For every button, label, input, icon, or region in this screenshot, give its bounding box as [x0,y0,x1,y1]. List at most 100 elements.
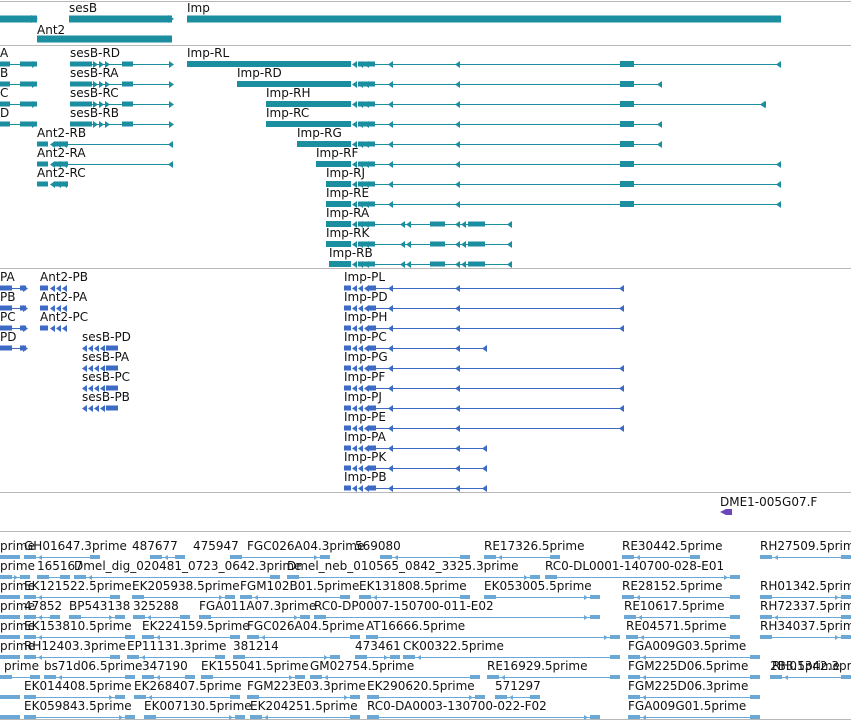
strand-arrow [23,285,28,292]
exon-block [358,201,375,207]
exon-block [344,445,351,451]
strand-arrow [109,695,113,700]
est-label: FGM223E03.3prime [247,679,366,693]
strand-arrow [38,655,42,660]
transcript-label: Ant2-RB [37,126,86,140]
protein-label: PA [0,270,15,284]
transcript-label: sesB-RC [70,86,119,100]
exon-block [10,635,20,639]
exon-block [368,365,376,371]
strand-arrow [461,261,466,268]
est-label: RE17326.5prime [484,539,585,553]
exon-block [750,715,760,719]
exon-block [55,161,68,167]
strand-arrow [636,595,640,600]
strand-arrow [455,241,460,248]
strand-arrow [482,345,487,352]
strand-arrow [62,285,67,292]
strand-arrow [100,345,105,352]
est-label: RE30442.5prime [622,539,723,553]
protein-label: Imp-PC [344,330,387,344]
exon-block [430,241,445,247]
strand-arrow [100,405,105,412]
exon-block [730,615,740,619]
strand-arrow [388,345,393,352]
strand-arrow [364,305,369,312]
est-label: EK059843.5prime [24,699,132,713]
exon-block [0,285,12,291]
exon-block [350,715,360,719]
strand-arrow [388,81,393,88]
exon-block [460,595,470,599]
exon-block [326,181,351,187]
strand-arrow [388,161,393,168]
exon-block [50,615,60,619]
est-label: RH12403.3prime [24,639,126,653]
exon-block [0,345,12,351]
strand-arrow [455,305,460,312]
strand-arrow [388,445,393,452]
exon-block [106,345,118,351]
exon-block [70,81,92,87]
strand-arrow [352,181,357,188]
exon-block [590,615,600,619]
strand-arrow [264,715,268,720]
exon-block [344,385,351,391]
est-label: RH72337.5prime [760,599,851,613]
strand-arrow [364,325,369,332]
exon-block [180,615,190,619]
protein-label: sesB-PD [82,330,131,344]
exon-block [344,465,351,471]
transcript-label: A [0,46,9,60]
strand-arrow [100,365,105,372]
exon-block [368,445,376,451]
exon-block [20,101,37,107]
transcript-label: sesB-RB [70,106,119,120]
exon-block [230,635,240,639]
exon-block [358,161,375,167]
strand-arrow [58,675,62,680]
strand-arrow [776,181,781,188]
transcript-label: sesB-RD [70,46,120,60]
exon-block [106,365,118,371]
exon-block [430,261,445,267]
strand-arrow [14,575,18,580]
strand-arrow [352,385,357,392]
strand-arrow [724,575,728,580]
exon-block [358,221,375,227]
est-label: EK204251.5prime [250,699,358,713]
strand-arrow [388,201,393,208]
strand-arrow [461,241,466,248]
exon-block [344,285,351,291]
exon-block [40,285,48,291]
strand-arrow [82,345,87,352]
exon-block [37,181,48,187]
strand-arrow [32,81,37,88]
strand-arrow [94,345,99,352]
exon-block [358,181,375,187]
exon-block [69,15,172,23]
exon-block [175,555,185,559]
strand-arrow [38,615,42,620]
exon-block [125,635,135,639]
transcript-label: Imp-RK [326,226,371,240]
exon-block [10,655,20,659]
exon-block [468,261,485,267]
exon-block [110,595,120,599]
exon-block [110,655,120,659]
exon-block [358,141,375,147]
strand-arrow [352,345,357,352]
exon-block [344,405,351,411]
strand-arrow [455,221,460,228]
exon-block [37,35,172,43]
exon-block [326,221,351,227]
strand-arrow [636,555,640,560]
exon-block [115,695,125,699]
strand-arrow [388,61,393,68]
est-label: AT16666.5prime [366,619,465,633]
exon-block [40,305,48,311]
exon-block [610,655,620,659]
strand-arrow [352,201,357,208]
exon-block [750,695,760,699]
